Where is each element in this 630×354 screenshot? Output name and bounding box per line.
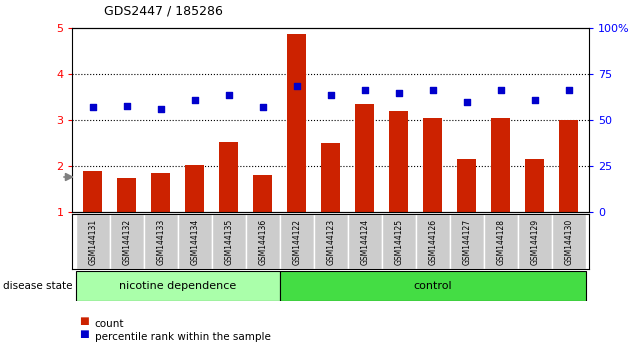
Bar	[416, 214, 450, 269]
Point	[462, 99, 472, 105]
Point	[326, 92, 336, 98]
Bar	[457, 159, 476, 212]
Point	[394, 90, 404, 96]
Bar	[280, 271, 586, 301]
Bar	[518, 214, 552, 269]
Bar	[110, 214, 144, 269]
Bar	[389, 111, 408, 212]
Text: GSM144129: GSM144129	[530, 218, 539, 265]
Point	[496, 88, 506, 93]
Point	[530, 97, 540, 103]
Bar	[185, 165, 204, 212]
Text: disease state: disease state	[3, 281, 72, 291]
Text: GSM144130: GSM144130	[564, 218, 573, 265]
Text: GSM144123: GSM144123	[326, 218, 335, 265]
Text: GSM144125: GSM144125	[394, 218, 403, 265]
Bar	[450, 214, 484, 269]
Text: ■: ■	[79, 316, 88, 326]
Bar	[84, 171, 102, 212]
Point	[292, 83, 302, 89]
Point	[224, 92, 234, 98]
Bar	[484, 214, 518, 269]
Bar	[348, 214, 382, 269]
Point	[156, 106, 166, 112]
Text: GSM144134: GSM144134	[190, 218, 199, 265]
Bar	[253, 175, 272, 212]
Point	[360, 88, 370, 93]
Text: GDS2447 / 185286: GDS2447 / 185286	[104, 5, 223, 18]
Text: GSM144132: GSM144132	[122, 218, 131, 265]
Bar	[76, 271, 280, 301]
Bar	[552, 214, 586, 269]
Text: ■: ■	[79, 329, 88, 339]
Text: percentile rank within the sample: percentile rank within the sample	[94, 332, 270, 342]
Text: GSM144131: GSM144131	[88, 218, 98, 265]
Bar	[117, 178, 136, 212]
Bar	[321, 143, 340, 212]
Point	[190, 97, 200, 103]
Bar	[314, 214, 348, 269]
Text: GSM144126: GSM144126	[428, 218, 437, 265]
Text: control: control	[413, 281, 452, 291]
Text: GSM144122: GSM144122	[292, 219, 301, 264]
Point	[428, 88, 438, 93]
Bar	[559, 120, 578, 212]
Point	[88, 104, 98, 109]
Bar	[246, 214, 280, 269]
Point	[258, 104, 268, 109]
Bar	[144, 214, 178, 269]
Bar	[212, 214, 246, 269]
Text: nicotine dependence: nicotine dependence	[119, 281, 236, 291]
Bar	[280, 214, 314, 269]
Bar	[178, 214, 212, 269]
Bar	[287, 34, 306, 212]
Text: GSM144124: GSM144124	[360, 218, 369, 265]
Bar	[219, 142, 238, 212]
Bar	[382, 214, 416, 269]
Bar	[76, 214, 110, 269]
Bar	[491, 118, 510, 212]
Bar	[525, 160, 544, 212]
Text: GSM144128: GSM144128	[496, 219, 505, 264]
Bar	[151, 173, 170, 212]
Bar	[355, 104, 374, 212]
Bar	[423, 118, 442, 212]
Point	[564, 88, 574, 93]
Text: count: count	[94, 319, 124, 329]
Text: GSM144127: GSM144127	[462, 218, 471, 265]
Text: GSM144133: GSM144133	[156, 218, 165, 265]
Text: GSM144136: GSM144136	[258, 218, 267, 265]
Point	[122, 103, 132, 108]
Text: GSM144135: GSM144135	[224, 218, 233, 265]
